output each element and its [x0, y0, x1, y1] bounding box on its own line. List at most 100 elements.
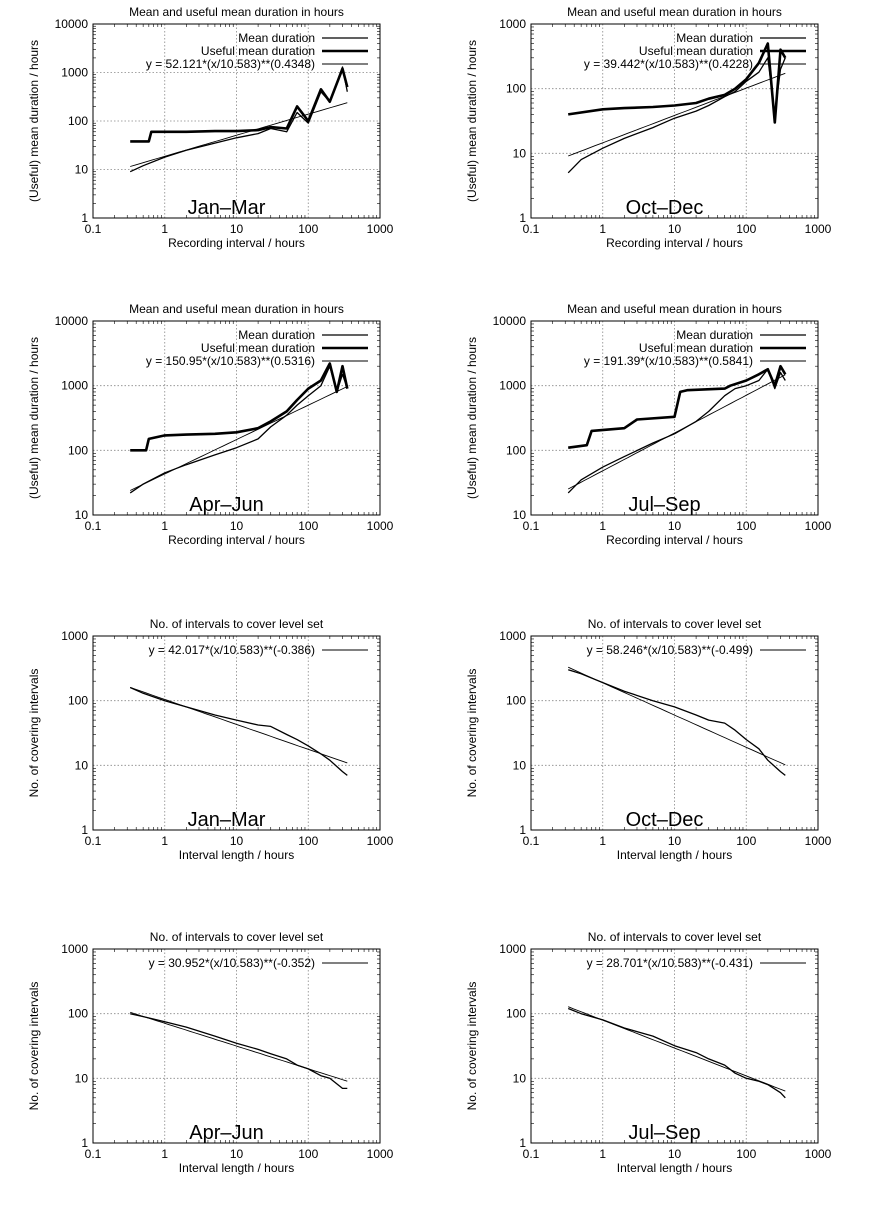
x-tick-label: 100 — [298, 222, 318, 236]
legend-label: y = 58.246*(x/10.583)**(-0.499) — [587, 643, 753, 657]
y-axis-label: (Useful) mean duration / hours — [27, 40, 41, 202]
x-axis-label: Recording interval / hours — [168, 236, 305, 250]
x-tick-label: 10 — [230, 519, 244, 533]
x-tick-label: 1000 — [367, 519, 394, 533]
x-tick-label: 10 — [230, 222, 244, 236]
y-tick-label: 1000 — [499, 379, 526, 393]
y-axis-label: (Useful) mean duration / hours — [27, 337, 41, 499]
fit-line — [130, 102, 348, 167]
chart-svg: Mean and useful mean duration in hours 0.… — [465, 302, 832, 547]
x-tick-label: 0.1 — [523, 1147, 540, 1161]
data-line — [567, 1007, 786, 1099]
y-tick-label: 1000 — [499, 17, 526, 31]
useful-mean-duration-line — [568, 364, 787, 449]
x-tick-label: 0.1 — [523, 834, 540, 848]
fit-line — [568, 666, 786, 766]
x-tick-label: 0.1 — [85, 1147, 102, 1161]
legend-label: y = 52.121*(x/10.583)**(0.4348) — [146, 57, 315, 71]
legend-label: Useful mean duration — [639, 341, 753, 355]
fit-line — [567, 374, 786, 490]
x-tick-label: 10 — [230, 1147, 244, 1161]
chart-panel: Mean and useful mean duration in hours 0.… — [0, 297, 438, 592]
season-label: Jul–Sep — [628, 1122, 700, 1144]
y-tick-label: 100 — [68, 1007, 88, 1021]
chart-panel: No. of intervals to cover level set 0.1 1 1… — [0, 925, 438, 1220]
y-tick-label: 100 — [68, 443, 88, 457]
chart-svg: Mean and useful mean duration in hours 0.… — [465, 5, 832, 250]
y-axis-label: (Useful) mean duration / hours — [465, 40, 479, 202]
chart-svg: Mean and useful mean duration in hours 0.… — [27, 5, 394, 250]
data-line — [129, 686, 348, 776]
season-label: Apr–Jun — [189, 1122, 264, 1144]
fit-line — [130, 1011, 348, 1082]
legend-label: Mean duration — [676, 328, 753, 342]
season-label: Jul–Sep — [628, 494, 700, 516]
plot-frame — [92, 23, 381, 219]
x-tick-label: 1000 — [805, 222, 832, 236]
season-label: Jan–Mar — [188, 197, 266, 219]
x-tick-label: 100 — [736, 834, 756, 848]
y-tick-label: 100 — [68, 114, 88, 128]
x-tick-label: 100 — [736, 222, 756, 236]
legend-label: y = 150.95*(x/10.583)**(0.5316) — [146, 354, 315, 368]
x-axis-label: Interval length / hours — [179, 1161, 294, 1175]
chart-title: No. of intervals to cover level set — [588, 930, 762, 944]
chart-title: Mean and useful mean duration in hours — [129, 5, 344, 19]
legend-label: Useful mean duration — [201, 341, 315, 355]
chart-title: No. of intervals to cover level set — [588, 617, 762, 631]
y-tick-label: 1 — [519, 823, 526, 837]
fit-line — [568, 1006, 786, 1092]
plot-frame — [530, 23, 819, 219]
x-tick-label: 1 — [599, 834, 606, 848]
y-tick-label: 10000 — [493, 314, 527, 328]
season-label: Apr–Jun — [189, 494, 264, 516]
x-tick-label: 100 — [298, 519, 318, 533]
y-tick-label: 1000 — [61, 66, 88, 80]
legend-label: Mean duration — [676, 31, 753, 45]
legend-label: Mean duration — [238, 328, 315, 342]
y-axis-label: No. of covering intervals — [465, 669, 479, 798]
x-tick-label: 1 — [161, 834, 168, 848]
x-tick-label: 100 — [298, 834, 318, 848]
legend-label: Useful mean duration — [639, 44, 753, 58]
y-tick-label: 1000 — [61, 379, 88, 393]
plot-frame — [530, 320, 819, 516]
y-tick-label: 10000 — [55, 314, 89, 328]
x-tick-label: 10 — [668, 222, 682, 236]
chart-panel: No. of intervals to cover level set 0.1 1 1… — [0, 612, 438, 907]
chart-title: No. of intervals to cover level set — [150, 617, 324, 631]
y-tick-label: 100 — [68, 694, 88, 708]
data-line — [568, 669, 786, 776]
y-tick-label: 10 — [75, 508, 89, 522]
chart-panel: Mean and useful mean duration in hours 0.… — [438, 0, 876, 295]
y-tick-label: 1 — [519, 211, 526, 225]
y-tick-label: 100 — [506, 443, 526, 457]
fit-line — [130, 686, 348, 764]
x-tick-label: 1000 — [805, 1147, 832, 1161]
x-tick-label: 0.1 — [523, 222, 540, 236]
x-tick-label: 100 — [298, 1147, 318, 1161]
x-axis-label: Interval length / hours — [179, 848, 294, 862]
x-tick-label: 1000 — [367, 834, 394, 848]
y-tick-label: 1000 — [499, 629, 526, 643]
data-line — [130, 1013, 348, 1090]
y-axis-label: No. of covering intervals — [27, 669, 41, 798]
y-tick-label: 1000 — [61, 629, 88, 643]
x-tick-label: 1 — [599, 222, 606, 236]
plot-frame — [530, 635, 819, 831]
chart-svg: Mean and useful mean duration in hours 0.… — [27, 302, 394, 547]
data-line — [567, 57, 786, 174]
y-tick-label: 1000 — [499, 942, 526, 956]
chart-svg: No. of intervals to cover level set 0.1 1 1… — [27, 617, 394, 862]
x-tick-label: 0.1 — [85, 834, 102, 848]
chart-panel: Mean and useful mean duration in hours 0.… — [438, 297, 876, 592]
x-tick-label: 100 — [736, 519, 756, 533]
x-tick-label: 0.1 — [523, 519, 540, 533]
y-tick-label: 1 — [81, 1136, 88, 1150]
x-tick-label: 10 — [230, 834, 244, 848]
x-tick-label: 10 — [668, 519, 682, 533]
y-tick-label: 10 — [75, 163, 89, 177]
y-tick-label: 10 — [75, 1071, 89, 1085]
